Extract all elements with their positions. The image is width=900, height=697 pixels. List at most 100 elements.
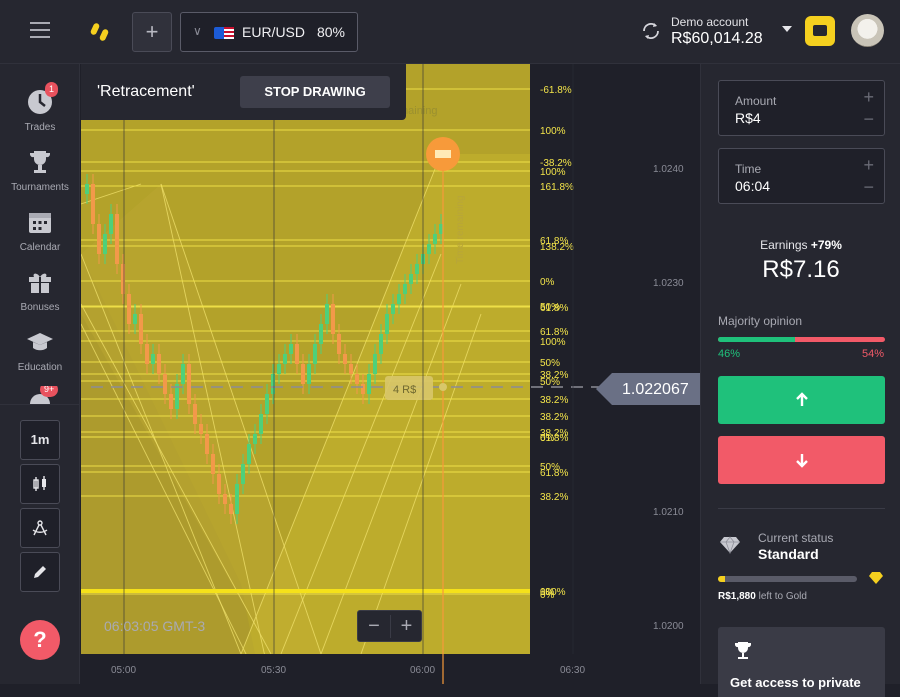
sidebar-item-education[interactable]: Education	[0, 328, 80, 373]
sidebar-item-bonuses[interactable]: Bonuses	[0, 268, 80, 313]
candle-body	[343, 354, 347, 364]
candle-body	[169, 394, 173, 409]
account-balance[interactable]: R$60,014.28	[671, 30, 763, 47]
candle-body	[361, 384, 365, 394]
fib-level-label: 61.8%	[540, 327, 568, 338]
private-access-promo[interactable]: Get access to private	[718, 627, 885, 697]
candle-body	[409, 274, 413, 284]
sidebar-item-label: Calendar	[19, 242, 61, 253]
promo-text: Get access to private	[730, 675, 861, 690]
candle-body	[397, 294, 401, 304]
fan-line	[160, 183, 272, 684]
current-price-tag: 1.022067	[596, 373, 700, 405]
time-value[interactable]: 06:04	[735, 178, 771, 194]
candle-body	[379, 334, 383, 354]
fan-right	[241, 154, 530, 654]
fib-level-label: 100%	[540, 337, 566, 348]
trade-marker	[385, 376, 433, 400]
price-tag-arrow	[596, 373, 612, 405]
fib-level-label: 161.8%	[540, 182, 574, 193]
amount-increase-button[interactable]: +	[863, 87, 874, 107]
candlestick-icon	[33, 476, 46, 491]
avatar[interactable]	[851, 14, 884, 47]
clock-icon	[28, 90, 52, 114]
calendar-icon	[29, 213, 51, 233]
gold-text: left to Gold	[755, 591, 807, 602]
time-field[interactable]: Time 06:04 + −	[718, 148, 885, 204]
candle-body	[253, 434, 257, 444]
chart-type-button[interactable]	[20, 464, 60, 504]
fib-level-labels: -61.8%100%-38.2%100%161.8%61.8%138.2%0%5…	[540, 85, 574, 601]
fib-level-label: 100%	[540, 126, 566, 137]
candle-body	[205, 434, 209, 454]
candle-body	[181, 364, 185, 384]
arrow-down-icon	[796, 454, 808, 468]
candle-body	[121, 264, 125, 294]
sidebar-item-trades[interactable]: Trades 1	[0, 82, 80, 133]
time-decrease-button[interactable]: −	[863, 177, 874, 197]
candle-body	[373, 354, 377, 374]
amount-decrease-button[interactable]: −	[863, 109, 874, 129]
candle-body	[307, 364, 311, 384]
earnings-percent: +79%	[810, 238, 842, 252]
amount-label: Amount	[735, 94, 777, 108]
sidebar-item-more[interactable]: 9+	[0, 386, 80, 404]
zoom-out-button[interactable]: −	[368, 615, 380, 637]
time-remaining-label: Time remaining	[455, 195, 466, 264]
drawing-tools-button[interactable]	[20, 552, 60, 592]
candle-body	[403, 284, 407, 294]
majority-opinion-label: Majority opinion	[718, 314, 803, 328]
candle-body	[427, 244, 431, 254]
sidebar-item-tournaments[interactable]: Tournaments	[0, 148, 80, 193]
current-status-value: Standard	[758, 546, 819, 562]
zoom-in-button[interactable]: +	[390, 615, 422, 638]
fib-level-label: 61.8%	[540, 303, 568, 314]
x-axis-tick-label: 06:30	[560, 665, 585, 676]
gold-progress-bar	[718, 576, 857, 582]
amount-field[interactable]: Amount R$4 + −	[718, 80, 885, 136]
timeframe-button[interactable]: 1m	[20, 420, 60, 460]
fib-lines	[81, 88, 530, 684]
gold-amount: R$1,880	[718, 591, 756, 602]
earnings-label: Earnings +79%	[701, 238, 900, 252]
help-button[interactable]: ?	[20, 620, 60, 660]
candle-body	[319, 324, 323, 344]
sync-icon[interactable]	[640, 20, 662, 42]
candle-body	[175, 384, 179, 409]
gold-remaining-text: R$1,880 left to Gold	[718, 591, 807, 602]
sidebar-item-label: Education	[17, 362, 63, 373]
candle-body	[265, 394, 269, 414]
majority-down-percent: 54%	[861, 348, 884, 360]
candle-body	[367, 374, 371, 394]
asset-selector[interactable]: ∨ EUR/USD 80%	[180, 12, 358, 52]
candle-body	[331, 304, 335, 334]
indicators-button[interactable]	[20, 508, 60, 548]
caret-down-icon[interactable]	[782, 26, 792, 32]
buy-up-button[interactable]	[718, 376, 885, 424]
checkered-flag	[435, 150, 451, 158]
stop-drawing-button[interactable]: STOP DRAWING	[240, 76, 390, 108]
fib-level-label: 0%	[540, 277, 555, 288]
chart-canvas[interactable]: 4 R$ maining Time remaining -61.8%100%-3…	[81, 64, 700, 684]
candle-body	[91, 184, 95, 224]
wallet-button[interactable]	[805, 16, 835, 46]
y-axis-tick-label: 1.0230	[653, 278, 684, 289]
candle-body	[241, 464, 245, 484]
amount-value[interactable]: R$4	[735, 110, 761, 126]
add-chart-button[interactable]: +	[132, 12, 172, 52]
sidebar-item-calendar[interactable]: Calendar	[0, 208, 80, 253]
sell-down-button[interactable]	[718, 436, 885, 484]
candle-body	[85, 184, 89, 194]
time-increase-button[interactable]: +	[863, 155, 874, 175]
sidebar: Trades 1 Tournaments Calendar Bonuses	[0, 64, 80, 684]
x-axis-tick-label: 05:30	[261, 665, 286, 676]
candle-body	[259, 414, 263, 434]
graduation-cap-icon	[27, 333, 53, 351]
faded-remaining-text: maining	[399, 105, 438, 117]
candle-body	[235, 484, 239, 514]
candle-body	[313, 344, 317, 364]
trades-count-badge: 1	[45, 82, 59, 97]
candle-body	[145, 344, 149, 364]
account-type-label[interactable]: Demo account	[671, 15, 749, 29]
menu-icon[interactable]	[30, 22, 50, 40]
